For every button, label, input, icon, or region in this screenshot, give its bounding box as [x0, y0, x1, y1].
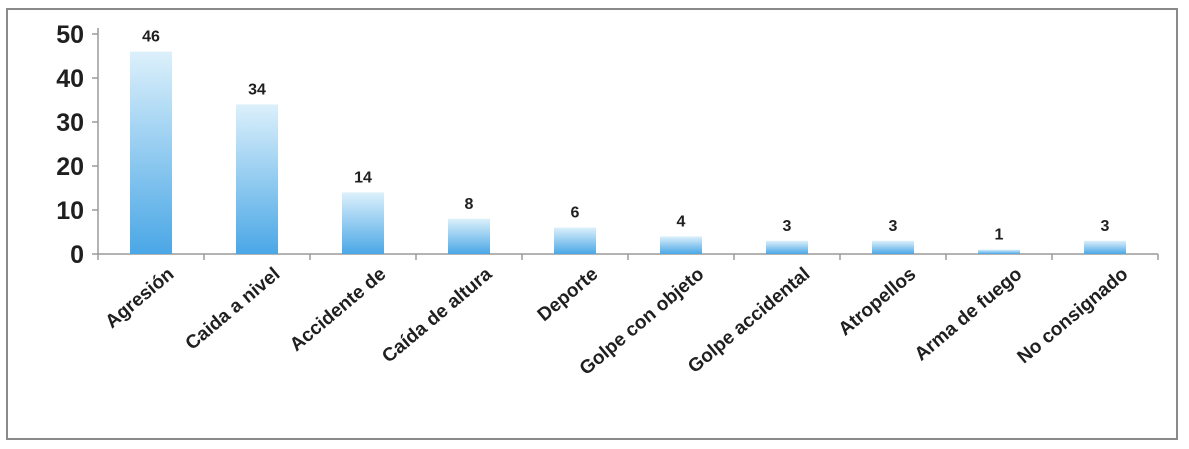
category-label: Arma de fuego	[911, 264, 1026, 366]
y-tick-label: 30	[56, 109, 84, 137]
data-label: 14	[354, 169, 372, 186]
data-label: 3	[1101, 218, 1110, 235]
data-label: 1	[995, 227, 1004, 244]
chart-frame: 0 10 20 30 40 50 46 Agresión 34 Caida a nivel 14 Ac…	[6, 8, 1178, 440]
bar	[130, 51, 172, 254]
y-tick-label: 40	[56, 65, 84, 93]
category-label: Atropellos	[835, 264, 920, 340]
y-tick-label: 0	[70, 241, 84, 269]
data-label: 8	[465, 196, 474, 213]
bar	[660, 236, 702, 254]
y-tick-label: 10	[56, 197, 84, 225]
category-label: Caida a nivel	[182, 264, 284, 355]
data-label: 4	[677, 213, 686, 230]
bar	[766, 240, 808, 254]
bar	[1084, 240, 1126, 254]
data-label: 3	[889, 218, 898, 235]
y-tick-label: 50	[56, 21, 84, 49]
category-label: Accidente de	[286, 264, 390, 356]
bar	[554, 227, 596, 254]
bar	[236, 104, 278, 255]
bar	[448, 218, 490, 254]
bar	[978, 249, 1020, 254]
data-label: 46	[142, 29, 160, 46]
bar	[342, 192, 384, 254]
data-label: 6	[571, 205, 580, 222]
category-label: Agresión	[102, 264, 179, 333]
y-tick-label: 20	[56, 153, 84, 181]
bar	[872, 240, 914, 254]
category-label: Caída de altura	[378, 263, 496, 367]
category-label: No consignado	[1014, 264, 1133, 368]
category-label: Deporte	[534, 264, 602, 326]
data-label: 3	[783, 218, 792, 235]
data-label: 34	[248, 81, 266, 98]
